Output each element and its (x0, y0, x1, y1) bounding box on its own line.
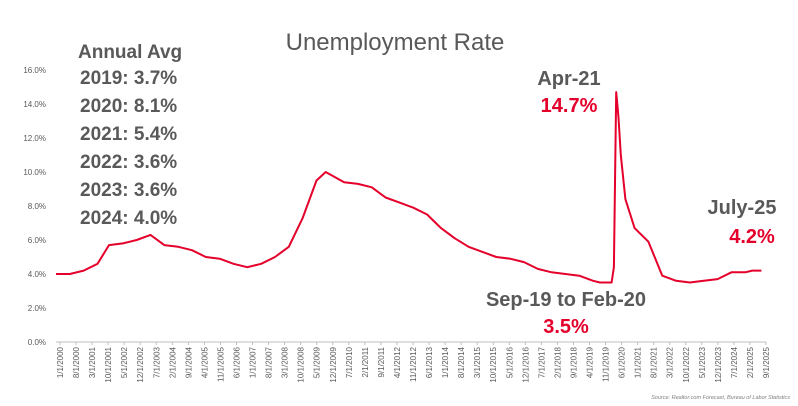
x-tick-label: 6/1/2006 (233, 346, 242, 378)
y-tick-label: 2.0% (28, 304, 46, 313)
x-tick-label: 9/1/2018 (569, 346, 578, 378)
x-tick-label: 5/1/2009 (313, 346, 322, 378)
x-tick-label: 11/1/2005 (216, 346, 225, 382)
x-tick-label: 8/1/2000 (72, 346, 81, 378)
chart-title: Unemployment Rate (286, 29, 505, 56)
x-tick-label: 7/1/2010 (345, 346, 354, 378)
annual-avg-2019: 2019: 3.7% (80, 68, 177, 89)
x-tick-label: 9/1/2004 (184, 346, 193, 378)
y-tick-label: 14.0% (23, 100, 46, 109)
x-tick-label: 8/1/2014 (457, 346, 466, 378)
x-tick-label: 11/1/2019 (602, 346, 611, 382)
x-tick-label: 10/1/2001 (104, 346, 113, 382)
x-tick-label: 5/1/2002 (120, 346, 129, 378)
annual-avg-2022: 2022: 3.6% (80, 152, 177, 173)
y-tick-label: 12.0% (23, 134, 46, 143)
y-tick-label: 6.0% (28, 236, 46, 245)
x-tick-label: 12/1/2023 (714, 346, 723, 382)
x-tick-label: 4/1/2005 (200, 346, 209, 378)
x-tick-label: 8/1/2021 (650, 346, 659, 378)
annual-avg-2024: 2024: 4.0% (80, 208, 177, 229)
x-tick-label: 2/1/2011 (361, 346, 370, 377)
y-tick-label: 16.0% (23, 66, 46, 75)
latest-label: July-25 (708, 197, 777, 219)
x-tick-label: 2/1/2004 (168, 346, 177, 378)
low-label: Sep-19 to Feb-20 (486, 289, 646, 311)
x-tick-label: 8/1/2007 (265, 346, 274, 378)
low-annotation: Sep-19 to Feb-20 3.5% (486, 289, 646, 338)
x-tick-label: 5/1/2016 (505, 346, 514, 378)
x-tick-label: 4/1/2012 (393, 346, 402, 378)
y-axis: 0.0% 2.0% 4.0% 6.0% 8.0% 10.0% 12.0% 14.0% 16.0% (23, 66, 46, 347)
peak-annotation: Apr-21 14.7% (537, 68, 600, 117)
x-tick-label: 1/1/2007 (249, 346, 258, 378)
x-tick-label: 6/1/2020 (618, 346, 627, 378)
x-tick-label: 10/1/2022 (682, 346, 691, 382)
x-tick-label: 2/1/2025 (746, 346, 755, 378)
x-tick-label: 3/1/2001 (88, 346, 97, 378)
x-tick-label: 6/1/2013 (425, 346, 434, 378)
x-tick-label: 12/1/2016 (521, 346, 530, 382)
annual-avg-2020: 2020: 8.1% (80, 96, 177, 117)
x-tick-label: 7/1/2003 (152, 346, 161, 378)
x-tick-label: 1/1/2021 (634, 346, 643, 378)
source-note: Source: Realtor.com Forecast, Bureau of … (651, 395, 790, 401)
annual-avg-2021: 2021: 5.4% (80, 124, 177, 145)
x-axis: 1/1/2000 8/1/2000 3/1/2001 10/1/2001 5/1/200… (56, 342, 771, 383)
x-tick-label: 5/1/2023 (698, 346, 707, 378)
x-tick-label: 1/1/2000 (56, 346, 65, 378)
latest-annotation: July-25 4.2% (708, 197, 777, 248)
x-tick-label: 3/1/2015 (473, 346, 482, 378)
peak-label: Apr-21 (537, 68, 600, 90)
x-tick-label: 11/1/2012 (409, 346, 418, 382)
y-tick-label: 8.0% (28, 202, 46, 211)
x-tick-label: 7/1/2024 (730, 346, 739, 378)
latest-value: 4.2% (729, 226, 775, 248)
x-tick-label: 12/1/2002 (136, 346, 145, 382)
x-tick-label: 3/1/2022 (666, 346, 675, 378)
x-tick-label: 2/1/2018 (553, 346, 562, 378)
x-tick-label: 7/1/2017 (537, 346, 546, 378)
y-tick-label: 0.0% (28, 338, 46, 347)
low-value: 3.5% (543, 316, 589, 338)
annual-avg-box: Annual Avg 2019: 3.7% 2020: 8.1% 2021: 5… (78, 42, 182, 229)
x-tick-label: 10/1/2008 (297, 346, 306, 382)
y-tick-label: 4.0% (28, 270, 46, 279)
y-tick-label: 10.0% (23, 168, 46, 177)
x-tick-label: 3/1/2008 (281, 346, 290, 378)
x-tick-label: 9/1/2025 (762, 346, 771, 378)
peak-value: 14.7% (541, 95, 598, 117)
x-tick-label: 12/1/2009 (329, 346, 338, 382)
x-tick-label: 10/1/2015 (489, 346, 498, 382)
x-tick-label: 4/1/2019 (586, 346, 595, 378)
annual-avg-2023: 2023: 3.6% (80, 180, 177, 201)
x-tick-label: 9/1/2011 (377, 346, 386, 377)
x-tick-label: 1/1/2014 (441, 346, 450, 378)
annual-avg-heading: Annual Avg (78, 42, 182, 63)
unemployment-line (56, 91, 762, 284)
